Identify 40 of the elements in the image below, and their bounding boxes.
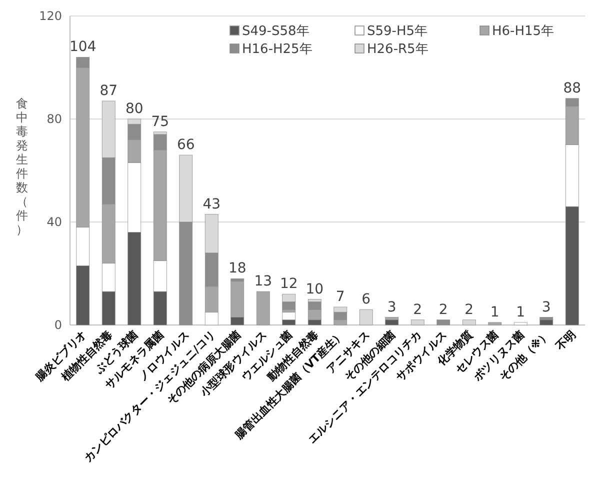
total-label: 6	[362, 292, 371, 308]
total-label: 75	[151, 114, 170, 130]
total-label: 7	[336, 288, 345, 305]
legend-label: S59-H5年	[367, 24, 428, 39]
total-label: 1	[516, 304, 526, 320]
bar	[488, 322, 502, 326]
bar	[410, 320, 424, 326]
y-tick-label: 120	[39, 9, 62, 23]
total-label: 13	[254, 274, 272, 290]
y-tick-label: 40	[46, 215, 62, 229]
bar	[462, 320, 476, 326]
bar	[385, 320, 399, 326]
total-label: 80	[125, 101, 144, 117]
total-label: 10	[306, 281, 324, 298]
y-tick-label: 80	[46, 112, 62, 126]
bar	[514, 322, 528, 326]
total-label: 2	[413, 302, 422, 318]
total-label: 12	[280, 276, 298, 292]
y-tick-label: 0	[54, 318, 62, 332]
total-label: 3	[387, 299, 396, 316]
x-tick-label: 不明	[552, 328, 578, 354]
total-label: 18	[228, 260, 246, 277]
total-label: 66	[176, 137, 195, 154]
total-label: 88	[563, 80, 582, 96]
legend-label: S49-S58年	[242, 24, 310, 39]
legend-label: H16-H25年	[242, 42, 312, 57]
bar	[359, 309, 373, 326]
total-label: 43	[202, 196, 221, 212]
total-label: 1	[490, 304, 500, 320]
legend-label: H26-R5年	[367, 42, 428, 57]
bar	[540, 320, 554, 326]
legend-label: H6-H15年	[492, 24, 554, 39]
text: 食中毒発生件数（件）	[16, 96, 28, 236]
total-label: 2	[464, 302, 474, 318]
total-label: 87	[100, 82, 118, 99]
total-label: 2	[438, 302, 448, 318]
total-label: 104	[70, 39, 96, 56]
bar	[256, 291, 270, 326]
bar	[436, 320, 450, 326]
total-label: 3	[542, 299, 551, 316]
